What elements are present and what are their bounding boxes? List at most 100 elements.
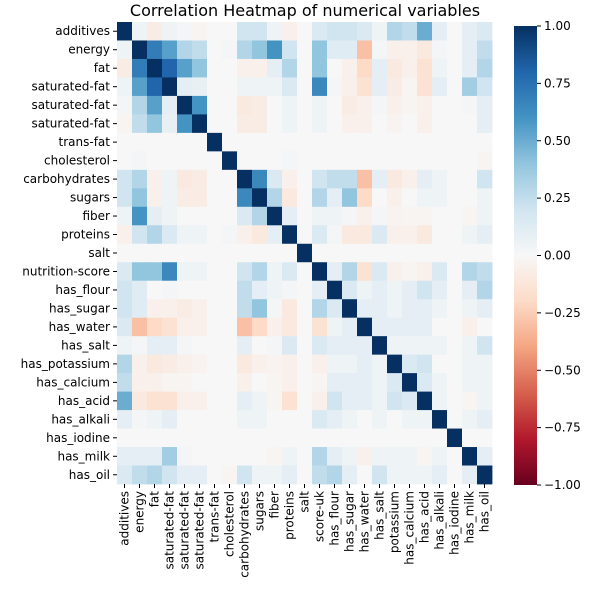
- heatmap-cell: [162, 243, 178, 263]
- heatmap-cell: [282, 410, 298, 429]
- heatmap-cell: [312, 151, 328, 171]
- heatmap-cell: [372, 428, 388, 448]
- heatmap-cell: [147, 58, 163, 78]
- y-tick-label: saturated-fat: [31, 117, 110, 131]
- heatmap-cell: [132, 22, 148, 41]
- heatmap-cell: [177, 262, 193, 282]
- heatmap-cell: [387, 317, 403, 337]
- heatmap-cell: [342, 373, 358, 392]
- heatmap-cell: [432, 447, 448, 466]
- heatmap-cell: [237, 40, 253, 60]
- y-tick-label: has_iodine: [46, 431, 110, 445]
- heatmap-cell: [132, 77, 148, 97]
- heatmap-cell: [147, 188, 163, 208]
- heatmap-cell: [477, 373, 493, 392]
- heatmap-cell: [222, 95, 238, 115]
- heatmap-cell: [252, 151, 268, 171]
- heatmap-cell: [402, 206, 418, 226]
- heatmap-cell: [237, 373, 253, 392]
- heatmap-cell: [267, 336, 283, 356]
- heatmap-cell: [147, 317, 163, 337]
- heatmap-cell: [417, 354, 433, 374]
- heatmap-cell: [162, 114, 178, 134]
- heatmap-cell: [162, 428, 178, 448]
- heatmap-cell: [357, 132, 373, 152]
- heatmap-cell: [417, 58, 433, 78]
- heatmap-cell: [222, 465, 238, 485]
- heatmap-cell: [192, 40, 208, 60]
- heatmap-cell: [282, 317, 298, 337]
- heatmap-cell: [387, 206, 403, 226]
- heatmap-cell: [417, 299, 433, 319]
- x-axis-labels: additives energy fat saturated-fat saturated…: [118, 484, 492, 578]
- heatmap-cell: [417, 465, 433, 485]
- heatmap-cell: [297, 114, 313, 134]
- heatmap-cell: [162, 299, 178, 319]
- heatmap-cell: [207, 428, 223, 448]
- heatmap-cell: [432, 373, 448, 392]
- heatmap-cell: [177, 336, 193, 356]
- heatmap-cell: [117, 280, 133, 300]
- heatmap-cell: [477, 132, 493, 152]
- heatmap-cells: [117, 22, 493, 485]
- heatmap-cell: [462, 114, 478, 134]
- heatmap-cell: [282, 299, 298, 319]
- heatmap-cell: [312, 373, 328, 392]
- y-tick-label: has_potassium: [21, 357, 110, 371]
- heatmap-cell: [177, 225, 193, 245]
- heatmap-cell: [342, 410, 358, 429]
- heatmap-cell: [177, 114, 193, 134]
- heatmap-cell: [237, 22, 253, 41]
- heatmap-cell: [477, 77, 493, 97]
- heatmap-cell: [282, 206, 298, 226]
- heatmap-cell: [432, 354, 448, 374]
- heatmap-cell: [342, 77, 358, 97]
- heatmap-cell: [447, 465, 463, 485]
- heatmap-cell: [297, 373, 313, 392]
- heatmap-cell: [222, 58, 238, 78]
- heatmap-cell: [252, 95, 268, 115]
- heatmap-cell: [402, 428, 418, 448]
- heatmap-cell: [177, 410, 193, 429]
- heatmap-cell: [177, 447, 193, 466]
- heatmap-cell: [222, 22, 238, 41]
- heatmap-cell: [147, 40, 163, 60]
- heatmap-cell: [207, 243, 223, 263]
- heatmap-cell: [132, 132, 148, 152]
- heatmap-cell: [297, 428, 313, 448]
- heatmap-cell: [372, 206, 388, 226]
- heatmap-cell: [117, 151, 133, 171]
- heatmap-cell: [267, 22, 283, 41]
- heatmap-cell: [192, 22, 208, 41]
- heatmap-cell: [477, 151, 493, 171]
- heatmap-cell: [147, 114, 163, 134]
- heatmap-cell: [357, 206, 373, 226]
- heatmap-cell: [252, 58, 268, 78]
- heatmap-cell: [342, 206, 358, 226]
- heatmap-cell: [162, 447, 178, 466]
- heatmap-cell: [387, 299, 403, 319]
- heatmap-cell: [432, 336, 448, 356]
- heatmap-cell: [447, 299, 463, 319]
- heatmap-cell: [222, 280, 238, 300]
- heatmap-cell: [132, 391, 148, 411]
- heatmap-cell: [432, 95, 448, 115]
- heatmap-cell: [132, 428, 148, 448]
- x-tick-label: has_acid: [418, 491, 432, 543]
- heatmap-cell: [312, 428, 328, 448]
- heatmap-cell: [147, 373, 163, 392]
- heatmap-cell: [477, 317, 493, 337]
- heatmap-cell: [387, 428, 403, 448]
- heatmap-cell: [117, 354, 133, 374]
- heatmap-cell: [477, 114, 493, 134]
- heatmap-cell: [417, 280, 433, 300]
- heatmap-cell: [192, 243, 208, 263]
- heatmap-cell: [402, 114, 418, 134]
- heatmap-cell: [387, 243, 403, 263]
- heatmap-cell: [312, 40, 328, 60]
- heatmap-cell: [417, 151, 433, 171]
- heatmap-cell: [117, 299, 133, 319]
- heatmap-cell: [132, 206, 148, 226]
- heatmap-cell: [417, 373, 433, 392]
- heatmap-cell: [462, 188, 478, 208]
